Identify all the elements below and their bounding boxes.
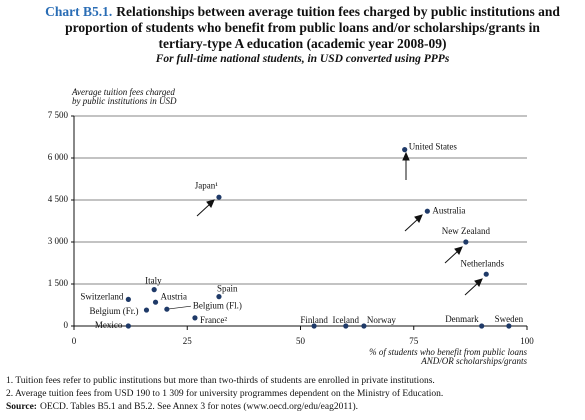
arrow-head <box>402 151 410 161</box>
point <box>402 147 408 153</box>
point <box>192 315 198 321</box>
point <box>463 239 469 245</box>
x-axis-label: AND/OR scholarships/grants <box>420 356 527 366</box>
point-label: United States <box>409 142 458 152</box>
point-label: Finland <box>300 315 328 325</box>
point <box>125 323 131 329</box>
arrow <box>404 218 419 232</box>
point <box>143 307 150 313</box>
x-tick-label: 0 <box>72 336 77 346</box>
point <box>152 299 159 305</box>
arrow-head <box>206 199 215 208</box>
x-tick-label: 50 <box>296 336 306 346</box>
point-label: Belgium (Fr.) <box>89 306 138 316</box>
point-label: Japan¹ <box>195 180 218 190</box>
footnote: 2. Average tuition fees from USD 190 to … <box>6 389 444 399</box>
y-tick-label: 3 000 <box>48 236 69 246</box>
point-label: Austria <box>161 291 188 301</box>
arrow <box>196 203 211 217</box>
point <box>151 287 157 293</box>
x-axis-label: % of students who benefit from public lo… <box>369 347 527 357</box>
point-label: Denmark <box>445 314 479 324</box>
arrow-head <box>414 214 423 223</box>
point-label: Netherlands <box>460 258 504 268</box>
point-label: Norway <box>367 315 396 325</box>
y-axis-label: Average tuition fees charged <box>71 87 175 97</box>
source-text: OECD. Tables B5.1 and B5.2. See Annex 3 … <box>39 402 359 412</box>
chart-heading: Chart B5.1. Relationships between average… <box>40 4 565 52</box>
point-label: Iceland <box>333 315 360 325</box>
y-tick-label: 0 <box>64 320 69 330</box>
point-label: New Zealand <box>442 226 491 236</box>
point <box>424 208 430 214</box>
point <box>479 323 485 329</box>
point <box>164 306 170 312</box>
point-label: Spain <box>217 284 238 294</box>
point <box>483 271 489 277</box>
point <box>361 323 367 329</box>
chart-title: Relationships between average tuition fe… <box>65 4 560 51</box>
x-tick-label: 75 <box>409 336 419 346</box>
point <box>343 323 349 329</box>
point-label: Sweden <box>495 314 524 324</box>
chart-number: Chart B5.1. <box>45 4 113 19</box>
y-tick-label: 7 500 <box>48 110 69 120</box>
footnote: 1. Tuition fees refer to public institut… <box>6 376 435 386</box>
point-label: Italy <box>145 276 162 286</box>
y-tick-label: 4 500 <box>48 194 69 204</box>
x-tick-label: 25 <box>183 336 193 346</box>
point <box>311 323 317 329</box>
source-label: Source: <box>6 402 37 412</box>
point-label: Belgium (Fl.) <box>193 300 242 310</box>
point-label: Mexico <box>95 320 123 330</box>
arrow <box>444 250 459 264</box>
arrow-head <box>454 246 463 255</box>
y-axis-label: by public institutions in USD <box>72 96 177 106</box>
point <box>125 296 131 302</box>
y-tick-label: 6 000 <box>48 152 69 162</box>
x-tick-label: 100 <box>520 336 534 346</box>
point <box>506 323 512 329</box>
point <box>216 294 222 300</box>
arrows <box>196 151 483 296</box>
arrow-head <box>474 278 483 287</box>
y-tick-label: 1 500 <box>48 278 69 288</box>
point-label: Switzerland <box>80 291 123 301</box>
source: Source: OECD. Tables B5.1 and B5.2. See A… <box>6 402 358 412</box>
leader-line <box>166 305 191 310</box>
point-label: Australia <box>432 205 465 215</box>
chart-subtitle: For full-time national students, in USD … <box>155 53 450 65</box>
point <box>216 194 222 200</box>
arrow <box>464 282 479 296</box>
point-label: France² <box>200 315 227 325</box>
